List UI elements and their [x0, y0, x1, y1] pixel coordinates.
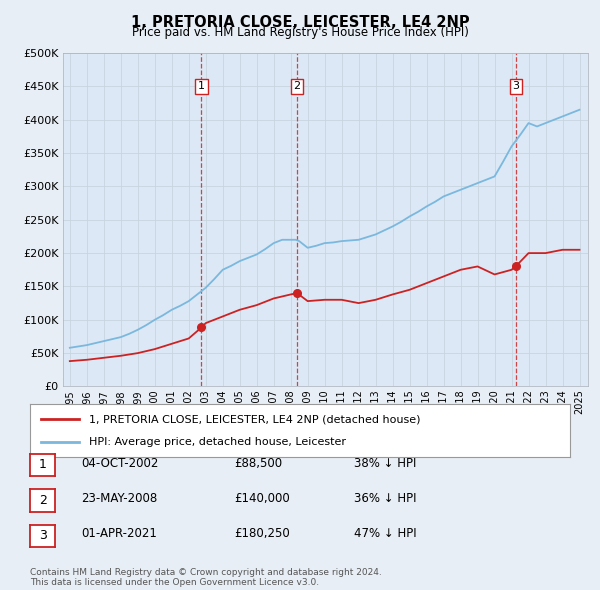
- Text: 1: 1: [198, 81, 205, 91]
- Text: 04-OCT-2002: 04-OCT-2002: [81, 457, 158, 470]
- Text: 2: 2: [293, 81, 301, 91]
- Text: 23-MAY-2008: 23-MAY-2008: [81, 492, 157, 505]
- Text: £140,000: £140,000: [234, 492, 290, 505]
- Text: HPI: Average price, detached house, Leicester: HPI: Average price, detached house, Leic…: [89, 437, 346, 447]
- Text: 01-APR-2021: 01-APR-2021: [81, 527, 157, 540]
- Text: 3: 3: [38, 529, 47, 542]
- Text: 38% ↓ HPI: 38% ↓ HPI: [354, 457, 416, 470]
- Text: Price paid vs. HM Land Registry's House Price Index (HPI): Price paid vs. HM Land Registry's House …: [131, 26, 469, 39]
- Text: 47% ↓ HPI: 47% ↓ HPI: [354, 527, 416, 540]
- Text: £180,250: £180,250: [234, 527, 290, 540]
- Text: 2: 2: [38, 494, 47, 507]
- Text: 1, PRETORIA CLOSE, LEICESTER, LE4 2NP (detached house): 1, PRETORIA CLOSE, LEICESTER, LE4 2NP (d…: [89, 414, 421, 424]
- Text: 3: 3: [512, 81, 519, 91]
- Text: £88,500: £88,500: [234, 457, 282, 470]
- Text: Contains HM Land Registry data © Crown copyright and database right 2024.
This d: Contains HM Land Registry data © Crown c…: [30, 568, 382, 587]
- Text: 36% ↓ HPI: 36% ↓ HPI: [354, 492, 416, 505]
- Text: 1: 1: [38, 458, 47, 471]
- Text: 1, PRETORIA CLOSE, LEICESTER, LE4 2NP: 1, PRETORIA CLOSE, LEICESTER, LE4 2NP: [131, 15, 469, 30]
